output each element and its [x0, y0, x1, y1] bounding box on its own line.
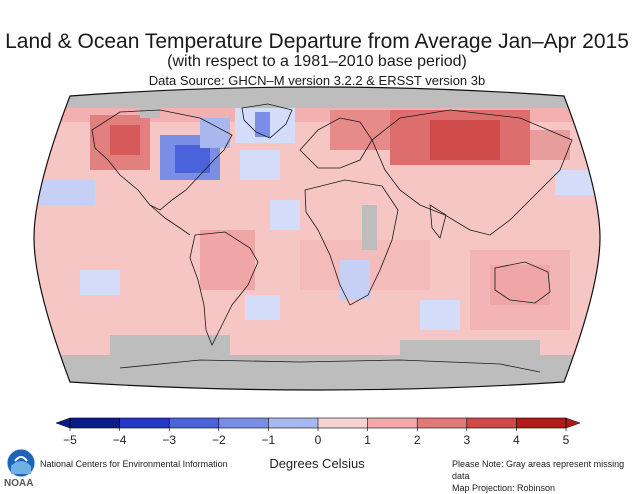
data-source-label: Data Source: GHCN–M version 3.2.2 & ERSS…: [148, 73, 486, 88]
india-outline: [429, 204, 447, 239]
map-subtitle: (with respect to a 1981–2010 base period…: [167, 53, 467, 70]
scale-tick-label: 0: [315, 433, 322, 447]
antarctic-missing-region: [34, 355, 600, 390]
scale-segment: [318, 418, 369, 428]
scale-tick-label: −1: [262, 433, 276, 447]
africa-outline: [304, 179, 399, 306]
map-title: Land & Ocean Temperature Departure from …: [5, 30, 629, 53]
scale-tick-label: 3: [463, 433, 470, 447]
scale-segment: [218, 418, 269, 428]
scale-segment: [119, 418, 170, 428]
footer-notes: Please Note: Gray areas represent missin…: [452, 458, 634, 494]
scale-segment: [169, 418, 220, 428]
scale-tick-label: 1: [364, 433, 371, 447]
continent-outlines: [91, 103, 573, 373]
south-america-outline: [189, 231, 259, 346]
scale-unit-label: Degrees Celsius: [269, 456, 365, 471]
scale-tick-label: −2: [212, 433, 226, 447]
scale-segment: [367, 418, 418, 428]
scale-segment: [466, 418, 517, 428]
scale-tick-label: −4: [113, 433, 127, 447]
projection-note: Map Projection: Robinson: [452, 483, 556, 493]
scale-right-arrow: [565, 417, 581, 429]
globe-border: [33, 86, 601, 391]
map-fill: [34, 87, 600, 390]
noaa-logo-text: NOAA: [4, 478, 34, 489]
missing-data-note: Please Note: Gray areas represent missin…: [452, 459, 625, 481]
antarctica-outline: [119, 359, 541, 373]
greenland-outline: [241, 103, 293, 139]
scale-segment: [516, 418, 567, 428]
scale-tick-label: 2: [414, 433, 421, 447]
org-credit: National Centers for Environmental Infor…: [40, 459, 228, 469]
scale-left-arrow: [55, 417, 71, 429]
australia-outline: [494, 261, 551, 304]
scale-tick-label: −5: [63, 433, 77, 447]
central-america-outline: [149, 204, 191, 236]
scale-tick-label: 4: [513, 433, 520, 447]
scale-segment: [268, 418, 319, 428]
north-america-outline: [91, 109, 233, 211]
scale-tick-label: 5: [563, 433, 570, 447]
scale-segment: [417, 418, 468, 428]
scale-tick-label: −3: [162, 433, 176, 447]
scale-segment: [70, 418, 121, 428]
noaa-logo-icon: [6, 448, 36, 478]
arctic-missing-region: [34, 87, 600, 108]
asia-outline: [371, 109, 573, 236]
